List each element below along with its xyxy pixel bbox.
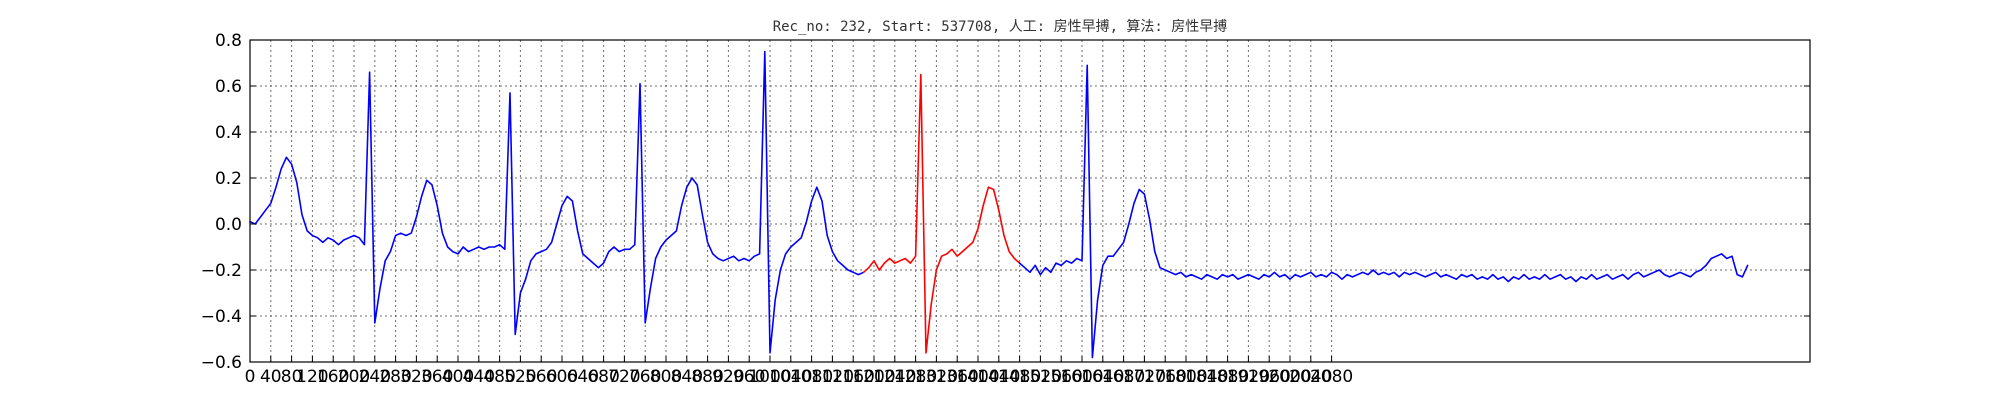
ecg-trace-segment-2 [862,73,1021,354]
x-tick-label: 1320 [915,367,958,387]
x-tick-label: 1920 [1227,367,1270,387]
x-tick-label: 520 [504,367,536,387]
x-tick-label: 800 [650,367,682,387]
x-tick-label: 760 [629,367,661,387]
x-tick-label: 1680 [1102,367,1145,387]
x-tick-label: 160 [317,367,349,387]
x-tick-label: 1560 [1040,367,1083,387]
x-tick-label: 1280 [894,367,937,387]
y-tick-label: −0.4 [201,307,242,327]
grid [250,40,1810,362]
y-tick-label: 0.6 [215,77,242,97]
x-tick-label: 1240 [873,367,916,387]
x-tick-label: 480 [483,367,515,387]
x-tick-label: 880 [691,367,723,387]
x-tick-label: 2080 [1310,367,1353,387]
x-tick-label: 320 [400,367,432,387]
y-axis: −0.6 −0.4 −0.2 0.0 0.2 0.4 0.6 0.8 [201,31,1810,373]
x-tick-label: 1840 [1185,367,1228,387]
x-tick-label: 2000 [1268,367,1311,387]
ecg-trace-segment-3 [1018,64,1749,359]
ecg-trace-segment-1 [249,50,865,354]
y-tick-label: 0.4 [215,123,242,143]
x-tick-label: 200 [338,367,370,387]
x-tick-label: 920 [712,367,744,387]
x-tick-label: 1200 [852,367,895,387]
x-tick-label: 1640 [1081,367,1124,387]
x-tick-label: 1000 [748,367,791,387]
x-tick-label: 560 [525,367,557,387]
x-tick-label: 720 [608,367,640,387]
x-tick-label: 360 [421,367,453,387]
x-axis: 0 40 8012016020024028032036040044048052056… [245,356,1353,387]
x-tick-label: 400 [442,367,474,387]
y-tick-label: 0.0 [215,215,242,235]
x-tick-label: 80 [281,367,303,387]
x-tick-label: 0 [245,367,256,387]
x-tick-label: 640 [567,367,599,387]
x-tick-label: 840 [671,367,703,387]
chart-title: Rec_no: 232, Start: 537708, 人工: 房性早搏, 算法… [773,18,1228,35]
y-tick-label: −0.2 [201,261,242,281]
x-tick-label: 1520 [1019,367,1062,387]
y-tick-label: 0.8 [215,31,242,51]
x-tick-label: 1360 [936,367,979,387]
y-tick-label: 0.2 [215,169,242,189]
x-tick-label: 40 [260,367,282,387]
x-tick-label: 440 [463,367,495,387]
x-tick-label: 1400 [956,367,999,387]
x-tick-label: 600 [546,367,578,387]
x-tick-label: 1880 [1206,367,1249,387]
x-tick-label: 1160 [832,367,875,387]
y-tick-label: −0.6 [201,353,242,373]
x-tick-label: 1760 [1144,367,1187,387]
x-tick-label: 1120 [811,367,854,387]
x-tick-label: 1600 [1060,367,1103,387]
x-tick-label: 680 [587,367,619,387]
plot-frame [249,39,1811,363]
x-tick-label: 1480 [998,367,1041,387]
x-tick-label: 1960 [1248,367,1291,387]
x-tick-label: 1040 [769,367,812,387]
x-tick-label: 1800 [1164,367,1207,387]
x-tick-label: 1720 [1123,367,1166,387]
x-tick-label: 2040 [1289,367,1332,387]
x-tick-label: 960 [733,367,765,387]
x-tick-label: 280 [379,367,411,387]
plot-area [249,50,1749,359]
x-tick-label: 1080 [790,367,833,387]
x-tick-label: 240 [359,367,391,387]
x-tick-label: 120 [296,367,328,387]
x-tick-label: 1440 [977,367,1020,387]
